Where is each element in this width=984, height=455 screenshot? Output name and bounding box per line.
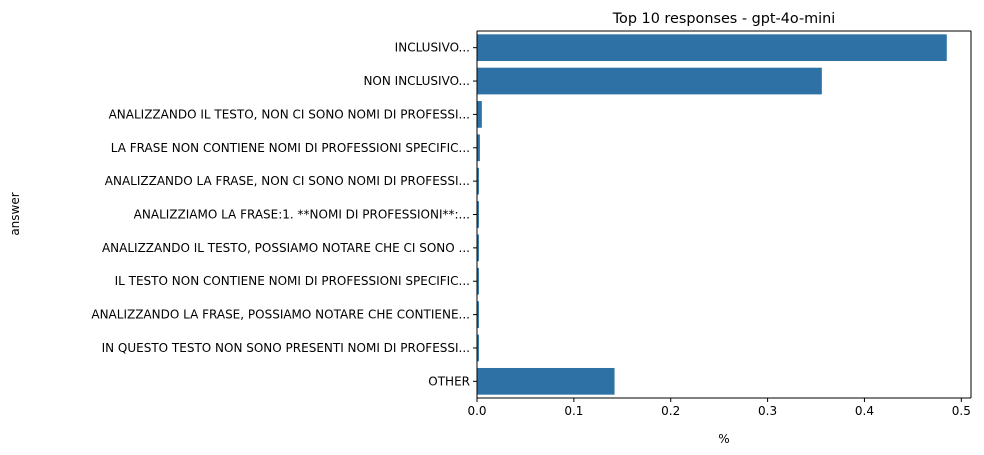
x-axis-ticks: 0.0 0.1 0.2 0.3 0.4 0.5 (467, 398, 971, 418)
x-tick-label: 0.5 (952, 404, 971, 418)
chart-title: Top 10 responses - gpt-4o-mini (612, 11, 836, 27)
y-tick-label: ANALIZZIAMO LA FRASE:1. **NOMI DI PROFES… (134, 208, 470, 222)
bar (477, 367, 615, 395)
bar (477, 234, 479, 262)
x-tick-label: 0.0 (467, 404, 486, 418)
y-tick-label: ANALIZZANDO IL TESTO, NON CI SONO NOMI D… (109, 107, 470, 121)
y-tick-label: LA FRASE NON CONTIENE NOMI DI PROFESSION… (111, 141, 470, 155)
x-tick-label: 0.3 (758, 404, 777, 418)
x-tick-label: 0.1 (564, 404, 583, 418)
y-tick-label: IN QUESTO TESTO NON SONO PRESENTI NOMI D… (102, 341, 470, 355)
bar (477, 201, 479, 228)
y-tick-label: OTHER (428, 374, 470, 388)
y-tick-label: INCLUSIVO... (395, 41, 470, 55)
bar (477, 334, 479, 362)
y-tick-label: ANALIZZANDO IL TESTO, POSSIAMO NOTARE CH… (102, 241, 470, 255)
y-tick-label: IL TESTO NON CONTIENE NOMI DI PROFESSION… (115, 274, 470, 288)
bar (477, 101, 482, 128)
x-tick-label: 0.2 (661, 404, 680, 418)
y-axis-label: answer (8, 192, 22, 235)
y-axis-ticks: INCLUSIVO... NON INCLUSIVO... ANALIZZANDO … (91, 41, 477, 388)
y-tick-label: ANALIZZANDO LA FRASE, POSSIAMO NOTARE CH… (91, 308, 470, 322)
y-tick-label: ANALIZZANDO LA FRASE, NON CI SONO NOMI D… (105, 174, 470, 188)
bar (477, 34, 947, 62)
y-tick-label: NON INCLUSIVO... (363, 74, 470, 88)
x-axis-label: % (718, 432, 729, 446)
bar (477, 67, 822, 95)
bars-group (477, 34, 947, 395)
bar (477, 267, 479, 295)
bar (477, 134, 480, 162)
x-tick-label: 0.4 (855, 404, 874, 418)
bar (477, 167, 479, 195)
bar (477, 301, 479, 328)
